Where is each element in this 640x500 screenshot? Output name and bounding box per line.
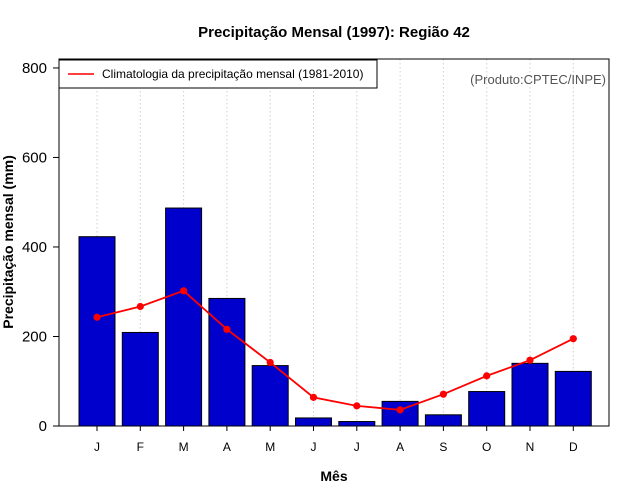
bar-5 — [251, 365, 289, 427]
climatology-point-8 — [396, 406, 404, 414]
plot-frame — [58, 58, 610, 427]
climatology-point-3 — [180, 287, 188, 295]
legend: Climatologia da precipitação mensal (198… — [58, 59, 378, 89]
climatology-point-6 — [309, 393, 318, 401]
bar-2 — [121, 331, 159, 427]
climatology-point-1 — [93, 313, 101, 321]
x-tick-label: J — [354, 440, 360, 454]
climatology-point-4 — [223, 325, 231, 333]
bar-1 — [78, 236, 116, 427]
y-tick-label: 800 — [22, 60, 47, 77]
y-tick-label: 400 — [22, 239, 47, 256]
x-tick-label: J — [94, 440, 100, 454]
x-tick-label: A — [223, 440, 231, 454]
x-tick-label: S — [439, 440, 447, 454]
climatology-point-12 — [569, 335, 577, 343]
legend-label: Climatologia da precipitação mensal (198… — [102, 67, 363, 81]
x-tick-label: M — [265, 440, 275, 454]
climatology-point-10 — [483, 372, 491, 380]
x-tick-label: J — [311, 440, 317, 454]
climatology-point-2 — [136, 302, 144, 311]
climatology-point-11 — [526, 356, 534, 364]
x-axis-label: Mês — [320, 468, 347, 484]
bar-11 — [511, 362, 549, 427]
x-tick-label: F — [137, 440, 144, 454]
y-tick-label: 600 — [22, 149, 47, 166]
credit-label: (Produto:CPTEC/INPE) — [470, 72, 606, 87]
y-tick-label: 200 — [22, 328, 47, 345]
x-tick-label: O — [482, 440, 491, 454]
bars — [78, 207, 592, 427]
bar-12 — [554, 370, 592, 427]
y-axis-label: Precipitação mensal (mm) — [0, 155, 16, 329]
bar-6 — [295, 417, 332, 427]
x-tick-label: N — [526, 440, 535, 454]
y-axis: 0 200 400 600 800 — [22, 60, 59, 435]
grid — [96, 59, 574, 426]
climatology-line — [93, 287, 577, 414]
x-tick-label: M — [179, 440, 189, 454]
y-tick-label: 0 — [39, 418, 47, 435]
x-tick-label: A — [396, 440, 404, 454]
bar-3 — [165, 207, 203, 427]
climatology-point-7 — [353, 402, 361, 410]
x-tick-label: D — [569, 440, 578, 454]
legend-box — [58, 59, 378, 89]
climatology-point-5 — [266, 358, 274, 367]
bar-10 — [468, 391, 506, 427]
chart-title: Precipitação Mensal (1997): Região 42 — [198, 24, 470, 41]
bar-9 — [424, 414, 462, 427]
climatology-point-9 — [439, 390, 447, 398]
climatology-polyline — [96, 289, 574, 411]
bar-7 — [338, 421, 376, 427]
